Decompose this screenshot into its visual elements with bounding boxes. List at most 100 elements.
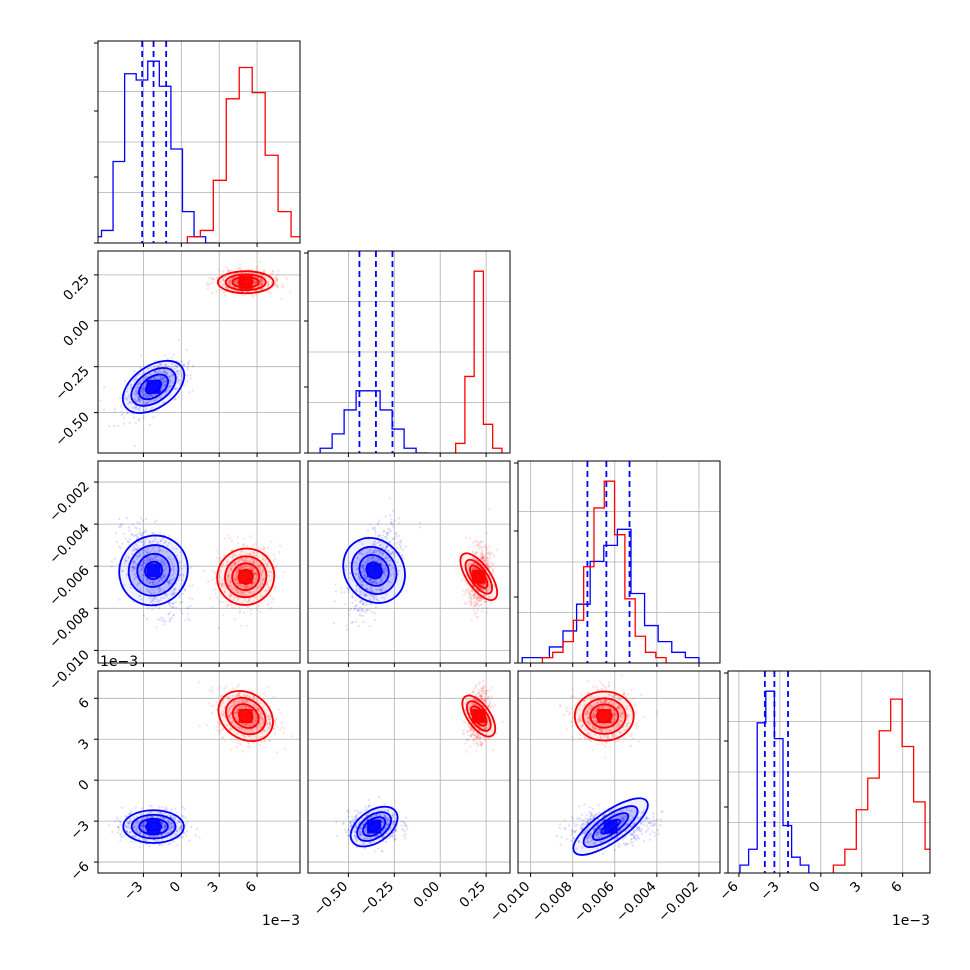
scatter-point bbox=[137, 400, 140, 403]
scatter-point bbox=[382, 567, 385, 570]
scatter-point bbox=[180, 600, 184, 604]
scatter-point bbox=[363, 568, 367, 571]
scatter-point bbox=[177, 830, 180, 833]
scatter-point bbox=[383, 529, 386, 533]
scatter-point bbox=[475, 551, 478, 554]
scatter-point bbox=[228, 279, 231, 282]
scatter-point bbox=[165, 363, 168, 366]
scatter-point bbox=[173, 591, 176, 594]
scatter-point bbox=[382, 544, 385, 547]
scatter-point bbox=[139, 588, 142, 591]
scatter-point bbox=[231, 606, 234, 609]
scatter-point bbox=[150, 805, 153, 808]
scatter-point bbox=[168, 602, 171, 605]
scatter-point bbox=[149, 408, 152, 411]
scatter-point bbox=[346, 587, 349, 591]
scatter-point bbox=[158, 843, 162, 846]
scatter-point bbox=[258, 569, 261, 572]
scatter-point bbox=[140, 387, 143, 390]
scatter-point bbox=[468, 592, 471, 595]
scatter-point bbox=[148, 581, 151, 585]
scatter-point bbox=[392, 556, 395, 559]
scatter-point bbox=[132, 578, 136, 581]
scatter-point bbox=[166, 544, 169, 547]
scatter-point bbox=[126, 540, 129, 543]
scatter-point bbox=[230, 567, 233, 570]
scatter-point bbox=[259, 277, 263, 281]
scatter-point bbox=[397, 522, 400, 525]
scatter-point bbox=[122, 584, 126, 587]
scatter-point bbox=[220, 582, 223, 586]
scatter-point bbox=[267, 284, 270, 288]
scatter-point bbox=[468, 586, 471, 589]
scatter-point bbox=[486, 589, 489, 593]
scatter-point bbox=[259, 564, 262, 567]
scatter-point bbox=[464, 592, 467, 595]
scatter-point bbox=[379, 580, 382, 584]
scatter-point bbox=[149, 541, 152, 544]
scatter-point bbox=[393, 519, 397, 522]
scatter-point bbox=[135, 399, 138, 403]
scatter-point bbox=[119, 832, 122, 836]
scatter-point bbox=[250, 545, 253, 549]
scatter-point bbox=[350, 621, 353, 625]
scatter-point bbox=[363, 573, 366, 577]
scatter-point bbox=[181, 573, 185, 576]
scatter-point bbox=[120, 523, 123, 527]
scatter-point bbox=[160, 577, 163, 580]
scatter-point bbox=[163, 619, 166, 622]
scatter-point bbox=[395, 531, 398, 534]
scatter-point bbox=[169, 558, 172, 561]
scatter-point bbox=[482, 594, 486, 597]
scatter-point bbox=[146, 551, 149, 554]
scatter-point bbox=[359, 600, 362, 603]
scatter-point bbox=[139, 531, 142, 534]
scatter-point bbox=[151, 816, 154, 819]
scatter-point bbox=[131, 523, 134, 526]
scatter-point bbox=[127, 556, 130, 559]
scatter-point bbox=[138, 555, 141, 558]
scatter-point bbox=[244, 559, 247, 562]
scatter-point bbox=[355, 620, 358, 623]
scatter-point bbox=[227, 579, 230, 582]
scatter-point bbox=[241, 559, 244, 562]
scatter-point bbox=[212, 277, 215, 281]
scatter-point bbox=[333, 600, 336, 603]
scatter-point bbox=[473, 612, 477, 616]
scatter-point bbox=[280, 283, 283, 286]
scatter-point bbox=[384, 558, 387, 561]
scatter-point bbox=[354, 572, 358, 576]
scatter-point bbox=[382, 569, 385, 572]
scatter-point bbox=[153, 365, 156, 368]
scatter-point bbox=[260, 281, 263, 284]
scatter-point bbox=[285, 277, 289, 280]
scatter-point bbox=[394, 560, 397, 563]
scatter-point bbox=[359, 614, 362, 617]
scatter-point bbox=[487, 563, 490, 566]
scatter-point bbox=[263, 269, 266, 272]
scatter-point bbox=[260, 282, 263, 285]
scatter-point bbox=[387, 563, 390, 566]
scatter-point bbox=[133, 825, 136, 829]
scatter-point bbox=[360, 583, 363, 586]
scatter-point bbox=[170, 826, 173, 829]
scatter-point bbox=[99, 399, 102, 402]
scatter-point bbox=[361, 592, 365, 595]
scatter-point bbox=[478, 596, 481, 599]
scatter-point bbox=[355, 560, 358, 563]
scatter-point bbox=[179, 601, 182, 604]
scatter-point bbox=[374, 526, 377, 529]
scatter-point bbox=[127, 812, 130, 815]
scatter-point bbox=[146, 557, 149, 560]
scatter-point bbox=[363, 593, 366, 596]
scatter-point bbox=[372, 596, 375, 599]
scatter-point bbox=[288, 290, 292, 293]
scatter-point bbox=[108, 425, 111, 428]
scatter-point bbox=[211, 606, 214, 609]
scatter-point bbox=[224, 286, 227, 289]
scatter-point bbox=[269, 570, 272, 573]
scatter-point bbox=[269, 579, 272, 582]
scatter-point bbox=[167, 612, 170, 615]
scatter-point bbox=[132, 561, 135, 564]
